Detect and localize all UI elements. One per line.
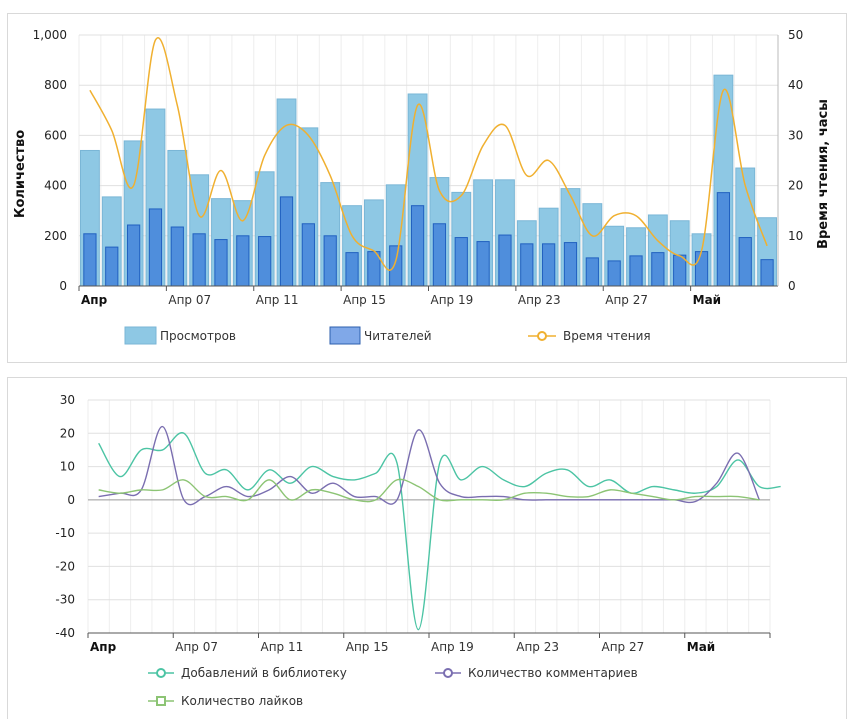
- y2-tick-label: 10: [788, 229, 803, 243]
- readers-bar: [520, 243, 534, 287]
- y-tick-label: 1,000: [33, 28, 67, 42]
- y2-tick-label: 40: [788, 78, 803, 92]
- y-tick-label: 600: [44, 128, 67, 142]
- readers-bar: [389, 245, 403, 287]
- grid: [87, 399, 771, 634]
- y-tick-label: -20: [55, 559, 75, 573]
- x-tick-label: Апр: [81, 293, 108, 307]
- legend: Просмотров Читателей Время чтения: [124, 326, 651, 345]
- readers-bar: [476, 241, 490, 287]
- y-tick-label: -30: [55, 593, 75, 607]
- y2-tick-label: 0: [788, 279, 796, 293]
- readers-bar: [279, 196, 294, 287]
- readers-bar: [542, 243, 556, 287]
- y2-tick-label: 50: [788, 28, 803, 42]
- y2-tick-label: 20: [788, 179, 803, 193]
- views-chart: 0 200 400 600 800 1,000 0 10 20 30 40 50 Апр Апр 07 Ап…: [13, 28, 831, 345]
- legend-label-reading-time: Время чтения: [563, 329, 651, 343]
- readers-bar: [563, 242, 578, 287]
- readers-bar: [236, 235, 250, 287]
- readers-bar: [301, 223, 315, 287]
- x-tick-label: Апр 23: [516, 640, 559, 654]
- readers-bar: [323, 235, 337, 287]
- readers-bar: [694, 251, 709, 287]
- series-line-2: [98, 478, 760, 503]
- y-tick-label: 0: [59, 279, 67, 293]
- readers-bar: [258, 236, 272, 287]
- readers-bar: [760, 259, 774, 287]
- readers-bar: [585, 257, 599, 287]
- readers-bar: [345, 252, 359, 287]
- axes: 0 200 400 600 800 1,000 0 10 20 30 40 50 Апр Апр 07 Ап…: [33, 28, 804, 307]
- readers-bar: [673, 254, 687, 287]
- x-tick-label: Апр 27: [605, 293, 648, 307]
- reading-time-line: [89, 37, 768, 271]
- y-tick-label: 400: [44, 179, 67, 193]
- readers-bar: [498, 234, 512, 287]
- y-tick-label: -40: [55, 626, 75, 640]
- legend-label: Количество комментариев: [468, 666, 638, 680]
- readers-bar: [629, 255, 643, 287]
- reading-time-line-path: [89, 37, 768, 271]
- readers-bar: [607, 260, 621, 287]
- y-tick-label: 30: [60, 393, 75, 407]
- x-tick-label: Апр 15: [346, 640, 389, 654]
- y2-axis-title: Время чтения, часы: [816, 99, 831, 249]
- readers-bar: [192, 233, 206, 287]
- y-tick-label: 20: [60, 426, 75, 440]
- y2-tick-label: 30: [788, 128, 803, 142]
- axes: -40 -30 -20 -10 0 10 20 30 Апр Апр 07 Апр 11 Апр 15…: [55, 393, 771, 654]
- y-tick-label: 800: [44, 78, 67, 92]
- x-tick-label: Апр 23: [518, 293, 561, 307]
- grid: [78, 34, 779, 287]
- legend-label: Добавлений в библиотеку: [181, 666, 347, 680]
- readers-bar: [83, 233, 97, 287]
- readers-bar: [214, 239, 228, 287]
- lines: [98, 425, 781, 631]
- x-tick-label: Апр 15: [343, 293, 386, 307]
- readers-bar: [105, 246, 119, 287]
- readers-bar: [432, 223, 447, 287]
- y-tick-label: 10: [60, 460, 75, 474]
- legend-label-readers: Читателей: [364, 329, 432, 343]
- x-tick-label: Апр 11: [256, 293, 299, 307]
- y-tick-label: 0: [67, 493, 75, 507]
- readers-bar: [148, 208, 163, 287]
- readers-bar: [738, 237, 752, 287]
- x-tick-label: Апр: [90, 640, 117, 654]
- x-tick-label: Апр 07: [175, 640, 218, 654]
- x-tick-label: Май: [693, 293, 721, 307]
- readers-bar: [126, 224, 141, 287]
- x-tick-label: Апр 19: [431, 293, 474, 307]
- legend-swatch-readers: [329, 326, 361, 345]
- readers-bar: [651, 252, 665, 287]
- readers-bar: [454, 237, 468, 287]
- engagement-chart: -40 -30 -20 -10 0 10 20 30 Апр Апр 07 Апр 11 Апр 15…: [55, 393, 781, 708]
- readers-bar: [170, 226, 184, 287]
- series-line-0: [98, 432, 781, 631]
- x-tick-label: Апр 27: [602, 640, 645, 654]
- legend-label: Количество лайков: [181, 694, 303, 708]
- y-tick-label: -10: [55, 526, 75, 540]
- x-tick-label: Май: [687, 640, 715, 654]
- legend-label-views: Просмотров: [160, 329, 236, 343]
- x-tick-label: Апр 07: [168, 293, 211, 307]
- readers-bar: [410, 205, 425, 287]
- x-tick-label: Апр 11: [261, 640, 304, 654]
- legend-marker-circle: [156, 668, 166, 678]
- legend-marker-circle: [443, 668, 453, 678]
- engagement-chart-panel: -40 -30 -20 -10 0 10 20 30 Апр Апр 07 Апр 11 Апр 15…: [7, 377, 847, 719]
- legend-marker-reading-time: [537, 331, 547, 341]
- legend: Добавлений в библиотеку Количество коммен…: [148, 666, 638, 708]
- legend-swatch-views: [124, 326, 157, 345]
- readers-bar: [716, 192, 731, 287]
- y-axis-title: Количество: [13, 130, 28, 218]
- views-chart-panel: 0 200 400 600 800 1,000 0 10 20 30 40 50 Апр Апр 07 Ап…: [7, 13, 847, 363]
- y-tick-label: 200: [44, 229, 67, 243]
- legend-marker-square: [156, 696, 166, 706]
- x-tick-label: Апр 19: [431, 640, 474, 654]
